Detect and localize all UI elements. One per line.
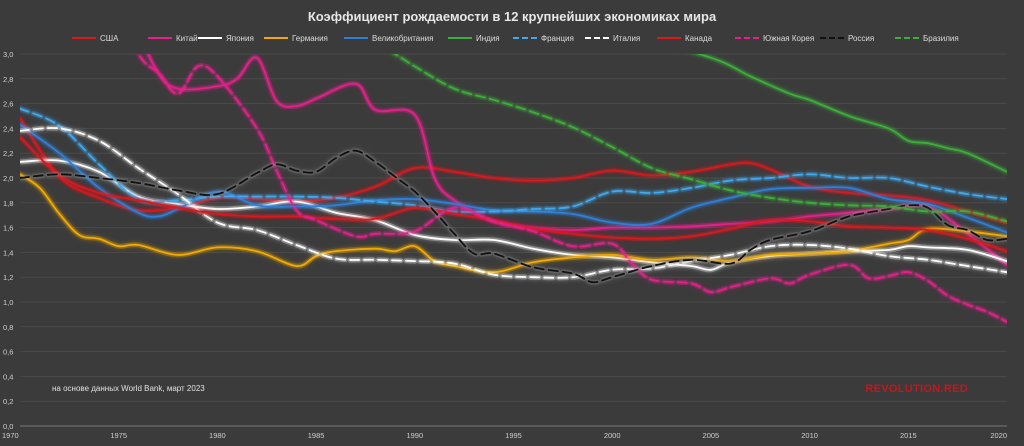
y-tick-label: 1,6 [3,224,13,233]
source-note: на основе данных World Bank, март 2023 [52,384,205,393]
y-tick-label: 2,0 [3,174,13,183]
series-line-6 [695,54,1007,173]
x-tick-label: 2005 [703,431,720,440]
series-line-12 [393,54,1007,223]
series-line-8-glow [20,125,1007,281]
x-tick-label: 1970 [2,431,19,440]
x-tick-label: 2010 [801,431,818,440]
legend-label: Германия [292,34,328,43]
legend-label: Италия [613,34,640,43]
legend-label: Франция [541,34,574,43]
y-tick-label: 2,4 [3,124,13,133]
y-tick-label: 2,8 [3,75,13,84]
series-line-10-glow [135,54,1007,325]
x-tick-label: 2000 [604,431,621,440]
x-tick-label: 1975 [110,431,127,440]
legend-label: Канада [685,34,713,43]
legend-label: США [100,34,119,43]
legend: США Китай Япония Германия Великобритания Инди… [72,34,959,43]
legend-label: Япония [226,34,254,43]
x-tick-label: 1980 [209,431,226,440]
y-tick-label: 3,0 [3,50,13,59]
x-tick-label: 1990 [406,431,423,440]
series-lines [20,54,1007,325]
y-tick-label: 2,6 [3,100,13,109]
series-line-7 [20,107,1007,213]
legend-label: Китай [176,34,198,43]
series-line-7-glow [20,106,1007,215]
x-axis-ticks: 1970 1975 1980 1985 1990 1995 2000 2005 2010 2015… [2,431,1007,440]
legend-label: Россия [848,34,874,43]
series-line-11 [20,149,1007,284]
legend-label: Индия [476,34,500,43]
legend-label: Великобритания [372,34,433,43]
y-tick-label: 0,8 [3,323,13,332]
y-tick-label: 0,4 [3,372,13,381]
y-tick-label: 1,8 [3,199,13,208]
grid [20,53,1007,427]
y-tick-label: 0,2 [3,397,13,406]
x-tick-label: 2020 [990,431,1007,440]
y-tick-label: 2,2 [3,149,13,158]
x-tick-label: 2015 [900,431,917,440]
y-tick-label: 1,0 [3,298,13,307]
chart-title: Коэффициент рождаемости в 12 крупнейших … [308,9,717,24]
x-tick-label: 1995 [505,431,522,440]
y-tick-label: 1,4 [3,248,13,257]
x-tick-label: 1985 [308,431,325,440]
legend-label: Бразилия [923,34,959,43]
series-line-10 [137,54,1007,323]
watermark-logo: REVOLUTION.RED [865,383,968,395]
y-axis-ticks: 0,0 0,2 0,4 0,6 0,8 1,0 1,2 1,4 1,6 1,8 2,0 2,2 2,4 2… [3,50,13,431]
y-tick-label: 0,6 [3,348,13,357]
y-tick-label: 1,2 [3,273,13,282]
legend-label: Южная Корея [763,34,814,43]
y-tick-label: 0,0 [3,422,13,431]
series-line-11-glow [20,148,1007,285]
